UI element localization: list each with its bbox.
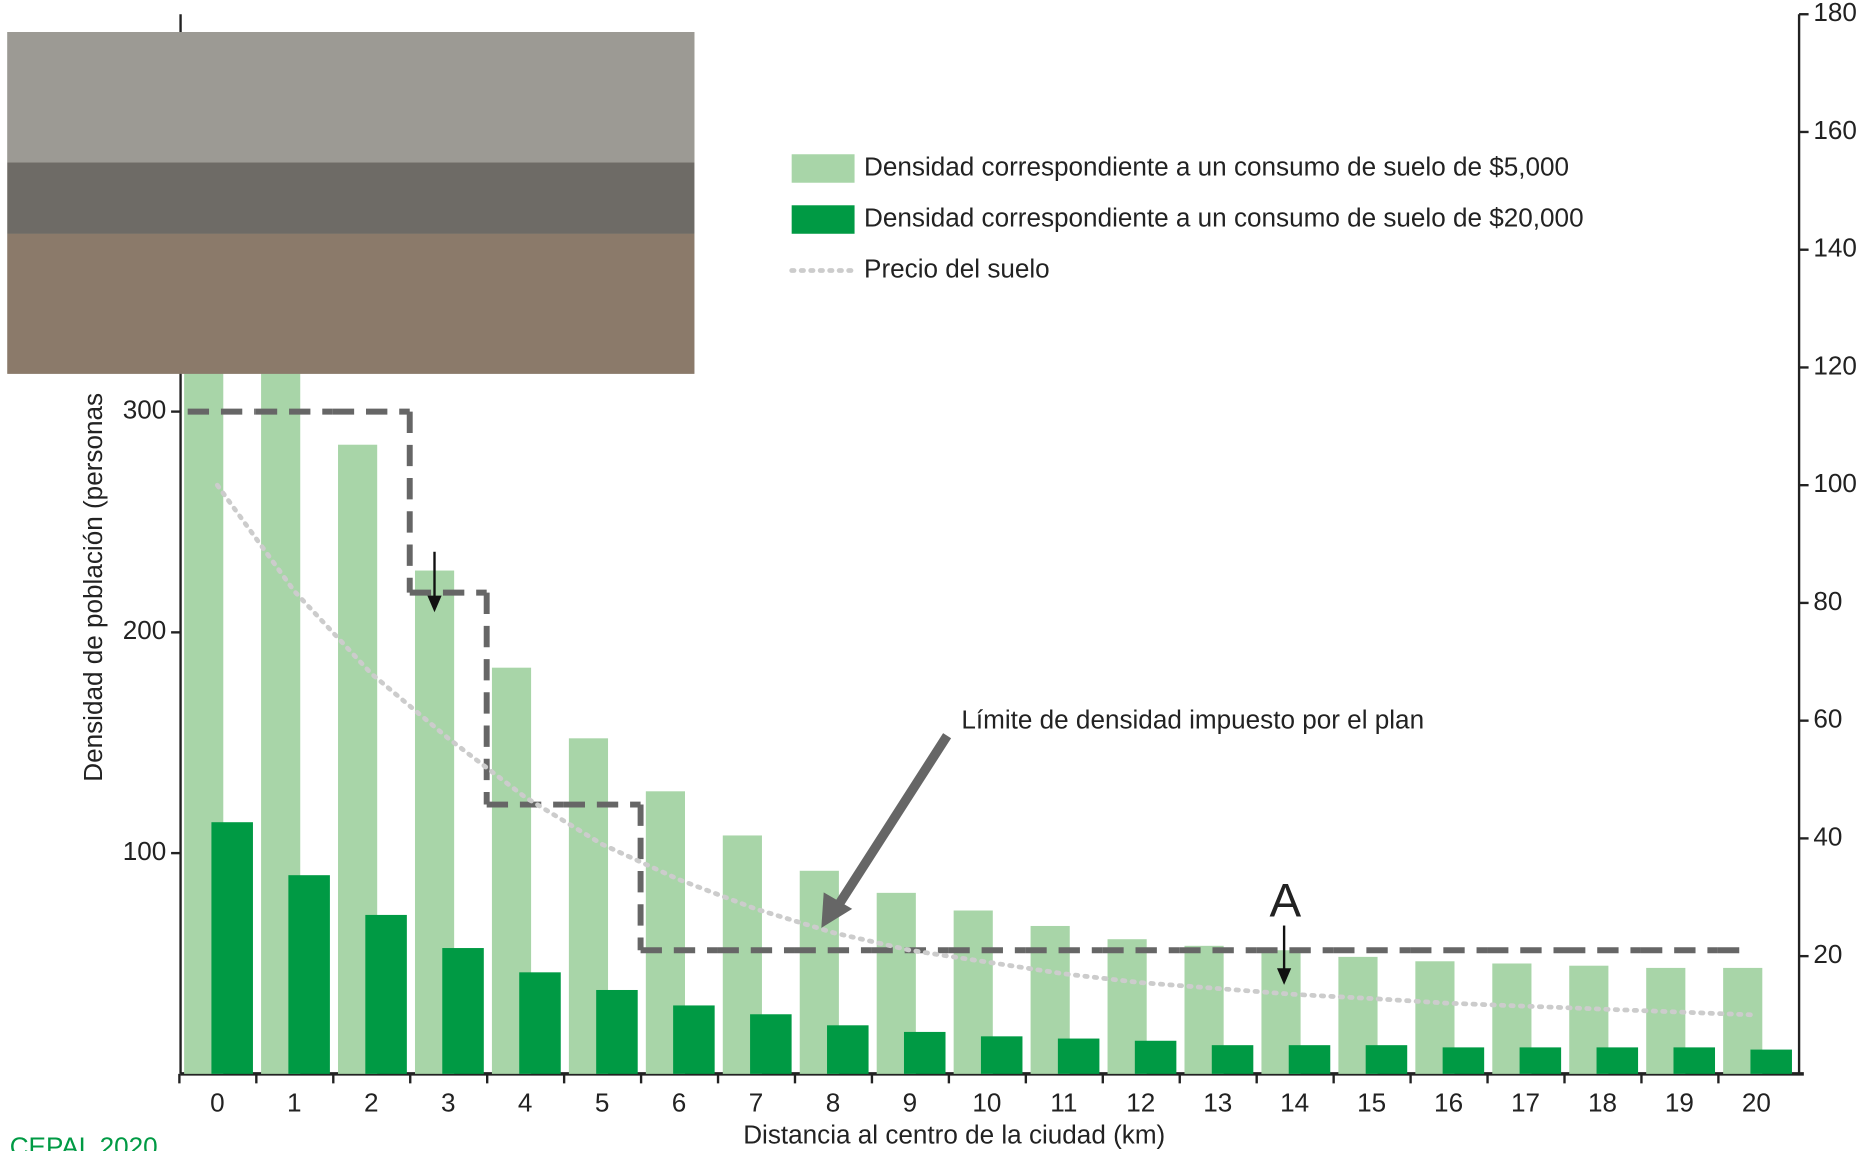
y-tick-label: 200: [123, 615, 167, 645]
legend: Densidad correspondiente a un consumo de…: [789, 151, 1584, 283]
y2-tick-label: 180: [1813, 0, 1857, 27]
source: CEPAL 2020: [10, 1132, 158, 1151]
bar: [673, 1005, 715, 1074]
bar: [1750, 1049, 1792, 1074]
bar: [903, 1031, 946, 1074]
annotation: A: [1269, 875, 1301, 928]
y2-tick-label: 120: [1813, 350, 1857, 380]
bar: [1365, 1045, 1408, 1074]
x-tick-label: 9: [903, 1088, 918, 1118]
x-tick-label: 17: [1511, 1088, 1540, 1118]
bar: [519, 972, 561, 1074]
x-tick-label: 7: [749, 1088, 764, 1118]
bar: [1057, 1038, 1100, 1074]
x-tick-label: 14: [1280, 1088, 1309, 1118]
x-tick-label: 4: [518, 1088, 533, 1118]
y-tick-label: 300: [123, 394, 167, 424]
arrow-head: [1276, 968, 1292, 985]
bar: [596, 989, 638, 1074]
y2-tick-label: 80: [1813, 586, 1842, 616]
x-tick-label: 13: [1203, 1088, 1232, 1118]
x-tick-label: 20: [1742, 1088, 1771, 1118]
annotation-arrow: [832, 733, 952, 911]
y2-tick-label: 100: [1813, 468, 1857, 498]
price-line: [214, 482, 1759, 1018]
legend-label: Densidad correspondiente a un consumo de…: [864, 151, 1569, 181]
x-tick-label: 0: [210, 1088, 225, 1118]
y2-tick-label: 160: [1813, 115, 1857, 145]
bar: [980, 1036, 1023, 1074]
bar: [442, 948, 484, 1074]
x-tick-label: 6: [672, 1088, 687, 1118]
y-axis-label: Densidad de población (personas: [78, 393, 108, 782]
arrow-head: [427, 595, 442, 613]
bar: [1596, 1047, 1639, 1074]
x-tick-label: 15: [1357, 1088, 1386, 1118]
bar: [1211, 1045, 1254, 1074]
x-tick-label: 1: [287, 1088, 302, 1118]
x-tick-label: 8: [826, 1088, 841, 1118]
arrow-head: [821, 892, 853, 928]
bar: [1442, 1047, 1485, 1074]
bar: [1134, 1040, 1177, 1074]
bar: [1519, 1047, 1562, 1074]
photo-houses: [7, 233, 695, 374]
x-tick-label: 11: [1050, 1088, 1077, 1118]
x-axis-label: Distancia al centro de la ciudad (km): [743, 1120, 1165, 1150]
x-tick-label: 2: [364, 1088, 379, 1118]
x-tick-label: 12: [1126, 1088, 1155, 1118]
annotation: Límite de densidad impuesto por el plan: [961, 704, 1424, 734]
bar: [1288, 1045, 1331, 1074]
y-tick-label: 100: [123, 836, 167, 866]
y2-tick-label: 140: [1813, 233, 1857, 263]
legend-label: Precio del suelo: [864, 253, 1050, 283]
bar: [288, 875, 330, 1074]
y2-tick-label: 40: [1813, 821, 1842, 851]
bar: [750, 1014, 792, 1074]
legend-label: Densidad correspondiente a un consumo de…: [864, 202, 1584, 232]
bar: [211, 822, 253, 1074]
bar: [827, 1025, 869, 1074]
x-tick-label: 10: [972, 1088, 1001, 1118]
photo-skyline: [7, 32, 695, 163]
legend-swatch: [791, 154, 855, 183]
bar: [1673, 1047, 1716, 1074]
x-tick-label: 16: [1434, 1088, 1463, 1118]
x-tick-label: 18: [1588, 1088, 1617, 1118]
legend-swatch: [791, 205, 855, 234]
y2-tick-label: 20: [1813, 939, 1842, 969]
x-tick-label: 3: [441, 1088, 456, 1118]
y2-tick-label: 60: [1813, 704, 1842, 734]
x-tick-label: 19: [1665, 1088, 1694, 1118]
x-tick-label: 5: [595, 1088, 610, 1118]
bar: [365, 914, 407, 1074]
photo-rail: [7, 162, 695, 234]
